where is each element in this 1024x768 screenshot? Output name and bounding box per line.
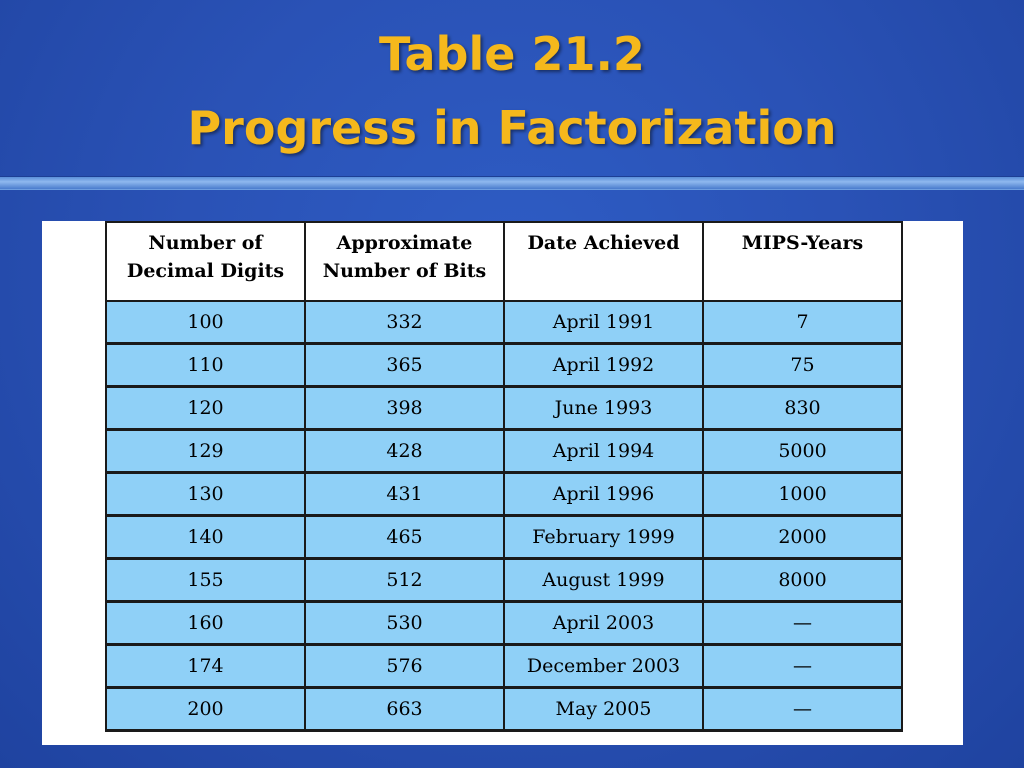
cell-date: May 2005 — [503, 687, 704, 732]
cell-mips-years: — — [702, 644, 903, 689]
cell-mips-years: 830 — [702, 386, 903, 431]
table-row: 200 663 May 2005— — [105, 687, 903, 732]
cell-bits: 332 — [304, 300, 505, 345]
cell-decimal-digits: 100 — [105, 300, 306, 345]
cell-bits: 428 — [304, 429, 505, 474]
cell-date: February 1999 — [503, 515, 704, 560]
header-bits: Approximate Number of Bits — [304, 221, 505, 302]
factorization-table: Number of Decimal Digits Approximate Num… — [105, 221, 903, 732]
cell-date: April 1996 — [503, 472, 704, 517]
title-line-2: Progress in Factorization — [187, 101, 837, 155]
table-row: 174 576 December 2003— — [105, 644, 903, 689]
cell-mips-years: 75 — [702, 343, 903, 388]
cell-date: April 2003 — [503, 601, 704, 646]
cell-bits: 576 — [304, 644, 505, 689]
table-panel: Number of Decimal Digits Approximate Num… — [42, 221, 963, 745]
table-row: 110 365 April 1992 75 — [105, 343, 903, 388]
cell-decimal-digits: 160 — [105, 601, 306, 646]
cell-date: August 1999 — [503, 558, 704, 603]
cell-decimal-digits: 200 — [105, 687, 306, 732]
header-row: Number of Decimal Digits Approximate Num… — [105, 221, 903, 302]
table-body: 100 332 April 1991 7 110 365 April 1992 75 120 39… — [105, 300, 903, 732]
cell-date: April 1992 — [503, 343, 704, 388]
cell-bits: 465 — [304, 515, 505, 560]
cell-mips-years: — — [702, 601, 903, 646]
cell-mips-years: 5000 — [702, 429, 903, 474]
cell-decimal-digits: 120 — [105, 386, 306, 431]
cell-decimal-digits: 110 — [105, 343, 306, 388]
cell-mips-years: — — [702, 687, 903, 732]
table-row: 160 530 April 2003— — [105, 601, 903, 646]
table-row: 130 431 April 1996 1000 — [105, 472, 903, 517]
cell-decimal-digits: 174 — [105, 644, 306, 689]
cell-mips-years: 7 — [702, 300, 903, 345]
table-row: 155 512 August 1999 8000 — [105, 558, 903, 603]
table-row: 129 428 April 1994 5000 — [105, 429, 903, 474]
title-line-1: Table 21.2 — [379, 27, 645, 81]
title-divider — [0, 176, 1024, 190]
cell-decimal-digits: 155 — [105, 558, 306, 603]
cell-bits: 663 — [304, 687, 505, 732]
cell-bits: 365 — [304, 343, 505, 388]
slide-title: Table 21.2 Progress in Factorization — [0, 0, 1024, 176]
cell-date: December 2003 — [503, 644, 704, 689]
table-row: 140 465 February 1999 2000 — [105, 515, 903, 560]
cell-date: June 1993 — [503, 386, 704, 431]
header-date: Date Achieved — [503, 221, 704, 302]
cell-bits: 398 — [304, 386, 505, 431]
cell-decimal-digits: 130 — [105, 472, 306, 517]
cell-mips-years: 8000 — [702, 558, 903, 603]
cell-bits: 530 — [304, 601, 505, 646]
cell-decimal-digits: 129 — [105, 429, 306, 474]
header-decimal-digits: Number of Decimal Digits — [105, 221, 306, 302]
cell-bits: 431 — [304, 472, 505, 517]
table-row: 120 398 June 1993 830 — [105, 386, 903, 431]
cell-mips-years: 1000 — [702, 472, 903, 517]
cell-bits: 512 — [304, 558, 505, 603]
header-mips-years: MIPS-Years — [702, 221, 903, 302]
cell-date: April 1991 — [503, 300, 704, 345]
cell-decimal-digits: 140 — [105, 515, 306, 560]
cell-mips-years: 2000 — [702, 515, 903, 560]
table-row: 100 332 April 1991 7 — [105, 300, 903, 345]
cell-date: April 1994 — [503, 429, 704, 474]
